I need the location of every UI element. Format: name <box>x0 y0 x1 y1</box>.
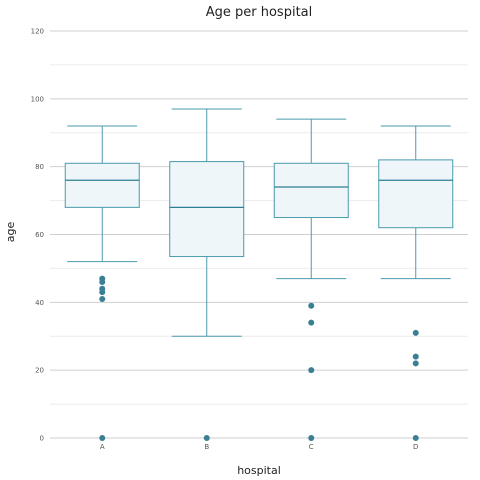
y-tick-label: 0 <box>40 435 44 443</box>
x-axis-label: hospital <box>237 464 281 477</box>
chart-title: Age per hospital <box>206 5 313 20</box>
y-tick-labels: 0 20 40 60 80 100 120 <box>31 28 44 443</box>
y-tick-label: 60 <box>35 231 44 239</box>
iqr-box <box>273 162 349 219</box>
x-tick-label: D <box>413 443 418 451</box>
x-tick-label: B <box>204 443 209 451</box>
outlier-point <box>99 295 106 302</box>
y-tick-label: 40 <box>35 299 44 307</box>
x-tick-labels: A B C D <box>100 443 419 451</box>
outlier-point <box>99 435 106 441</box>
outlier-point <box>308 435 315 441</box>
box-group-B <box>169 108 245 441</box>
x-tick-label: C <box>309 443 314 451</box>
box-group-C <box>273 118 349 441</box>
outlier-point <box>99 278 106 285</box>
outlier-point <box>308 367 315 374</box>
outlier-point <box>412 353 419 360</box>
box-group-D <box>378 125 454 441</box>
outlier-point <box>412 360 419 367</box>
grid-layer <box>50 30 468 439</box>
boxes-layer <box>64 108 454 441</box>
y-tick-label: 80 <box>35 163 44 171</box>
iqr-box <box>64 162 140 208</box>
y-tick-label: 120 <box>31 28 44 36</box>
y-axis-label: age <box>4 222 17 243</box>
box-group-A <box>64 125 140 441</box>
iqr-box <box>378 159 454 229</box>
y-tick-label: 100 <box>31 95 44 103</box>
outlier-point <box>99 289 106 296</box>
x-tick-label: A <box>100 443 105 451</box>
outlier-point <box>412 435 419 441</box>
iqr-box <box>169 161 245 258</box>
outlier-point <box>203 435 210 441</box>
outlier-point <box>308 319 315 326</box>
outlier-point <box>412 329 419 336</box>
outlier-point <box>308 302 315 309</box>
y-tick-label: 20 <box>35 367 44 375</box>
